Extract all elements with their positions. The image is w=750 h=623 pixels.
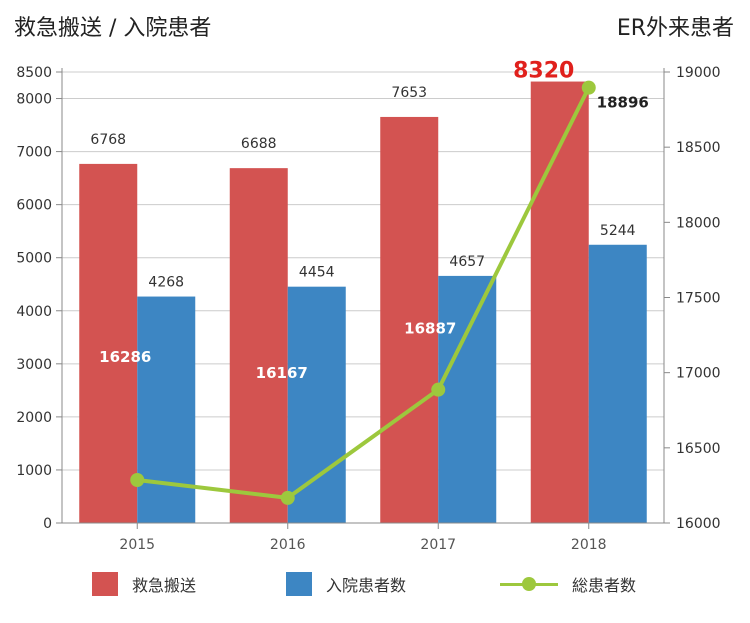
data-label-total-2015: 16286 xyxy=(99,348,151,366)
right-tick-label: 18000 xyxy=(676,215,721,231)
data-label-inpatient-2016: 4454 xyxy=(299,265,335,281)
left-tick-label: 7000 xyxy=(16,145,52,161)
left-tick-label: 3000 xyxy=(16,357,52,373)
legend-label-total: 総患者数 xyxy=(572,576,637,595)
line-total xyxy=(137,86,591,500)
x-tick-label: 2018 xyxy=(571,537,607,553)
right-tick-label: 17000 xyxy=(676,366,721,382)
left-tick-label: 8000 xyxy=(16,92,52,108)
data-label-inpatient-2015: 4268 xyxy=(148,275,184,291)
point-total-2015 xyxy=(130,473,145,488)
x-tick-label: 2017 xyxy=(420,537,456,553)
left-tick-label: 5000 xyxy=(16,251,52,267)
legend-swatch-emergency xyxy=(92,572,118,596)
data-label-total-2016: 16167 xyxy=(256,364,308,382)
point-total-2018 xyxy=(581,80,596,95)
right-tick-label: 16000 xyxy=(676,516,721,532)
point-total-2016 xyxy=(280,490,295,505)
legend-label-emergency: 救急搬送 xyxy=(132,576,197,595)
left-tick-label: 4000 xyxy=(16,304,52,320)
data-label-total-2017: 16887 xyxy=(404,320,456,338)
left-tick-label: 8500 xyxy=(16,65,52,81)
data-label-emergency-2018: 8320 xyxy=(513,59,574,84)
legend-item-emergency: 救急搬送 xyxy=(92,572,196,596)
data-label-inpatient-2017: 4657 xyxy=(449,254,485,270)
right-tick-label: 17500 xyxy=(676,291,721,307)
data-label-emergency-2015: 6768 xyxy=(90,132,126,148)
bar-emergency-2015 xyxy=(79,163,138,523)
chart-title-left: 救急搬送 / 入院患者 xyxy=(14,16,212,41)
legend-swatch-inpatient xyxy=(286,572,312,596)
chart-title-right: ER外来患者 xyxy=(616,16,734,41)
x-tick-label: 2015 xyxy=(119,537,155,553)
right-tick-label: 18500 xyxy=(676,140,721,156)
legend-label-inpatient: 入院患者数 xyxy=(326,576,407,595)
legend-item-inpatient: 入院患者数 xyxy=(286,572,406,596)
bar-inpatient-2018 xyxy=(588,244,647,524)
legend: 救急搬送 入院患者数 総患者数 xyxy=(0,572,750,602)
legend-item-total: 総患者数 xyxy=(500,572,636,596)
bar-inpatient-2015 xyxy=(137,296,196,523)
bar-emergency-2018 xyxy=(530,81,589,523)
left-tick-label: 0 xyxy=(43,516,52,532)
x-tick-label: 2016 xyxy=(270,537,306,553)
bar-inpatient-2017 xyxy=(438,275,497,523)
right-tick-label: 16500 xyxy=(676,441,721,457)
point-total-2017 xyxy=(431,382,446,397)
data-label-emergency-2017: 7653 xyxy=(391,85,427,101)
left-tick-label: 6000 xyxy=(16,198,52,214)
bar-inpatient-2016 xyxy=(287,286,346,523)
legend-swatch-total xyxy=(500,572,558,596)
data-label-inpatient-2018: 5244 xyxy=(600,223,636,239)
data-label-emergency-2016: 6688 xyxy=(241,136,277,152)
left-tick-label: 1000 xyxy=(16,463,52,479)
bar-emergency-2017 xyxy=(380,116,439,523)
bar-emergency-2016 xyxy=(229,168,288,524)
right-tick-label: 19000 xyxy=(676,65,721,81)
data-label-total-2018: 18896 xyxy=(597,94,649,112)
left-tick-label: 2000 xyxy=(16,410,52,426)
